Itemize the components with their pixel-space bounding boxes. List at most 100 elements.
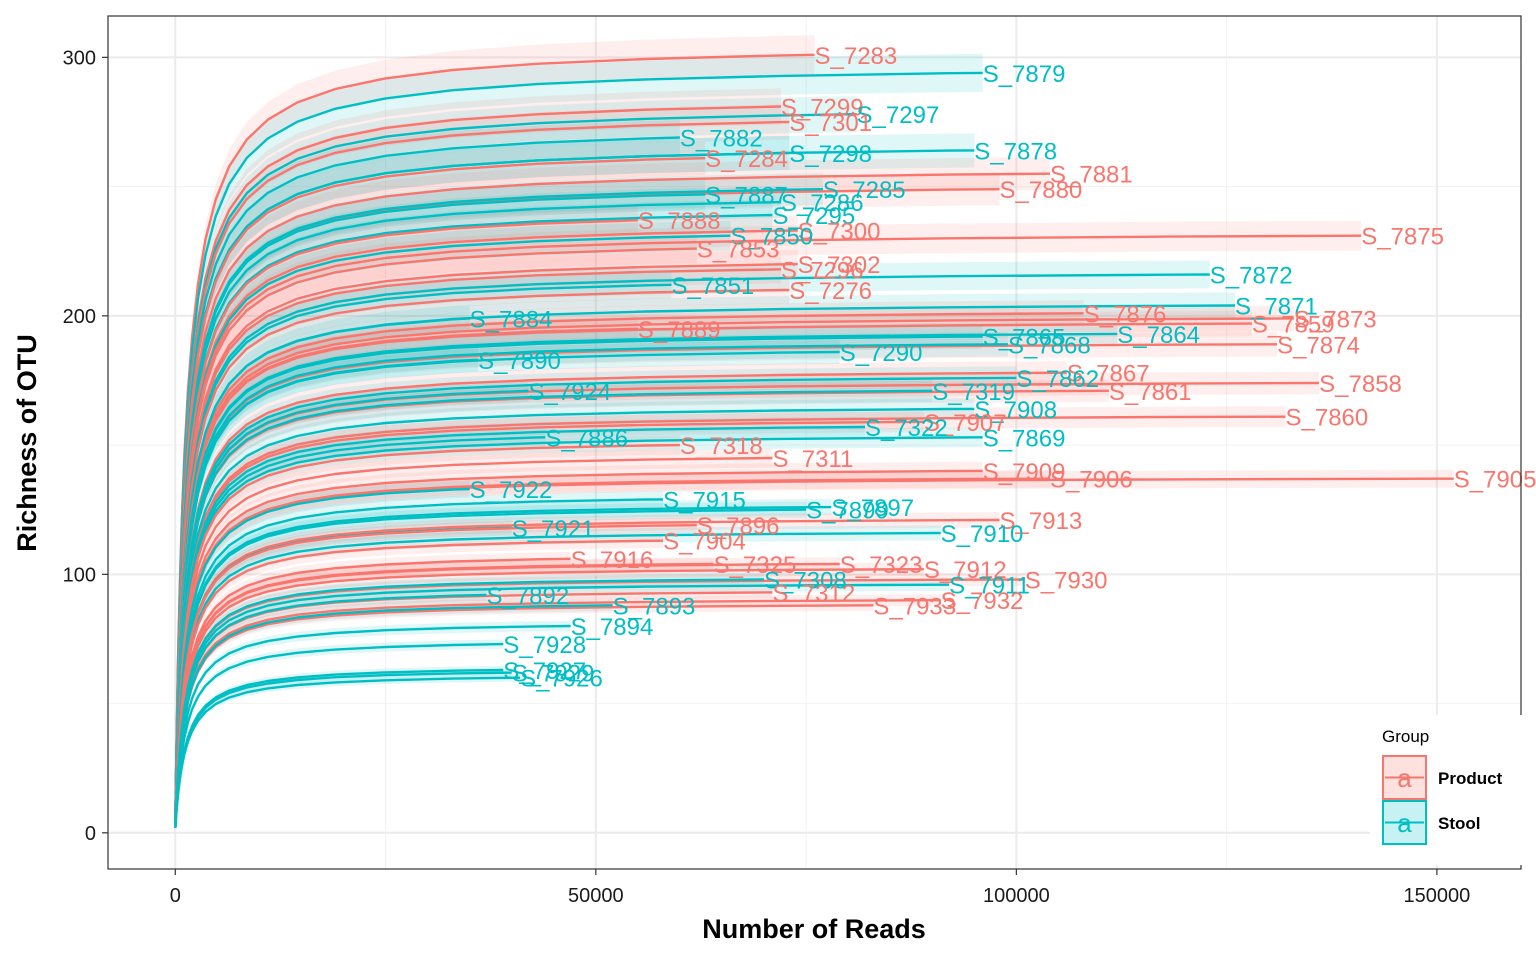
curve-label: S_7893	[613, 593, 696, 620]
curve-label: S_7932	[941, 588, 1024, 615]
legend-key-glyph: a	[1397, 808, 1412, 838]
legend-label-product: Product	[1438, 769, 1503, 788]
curve-label: S_7865	[983, 325, 1066, 352]
curve-label: S_7300	[798, 219, 881, 246]
curve-label: S_7911	[949, 573, 1030, 600]
curve-label: S_7302	[798, 252, 881, 279]
x-tick-label: 100000	[983, 885, 1050, 907]
curve-label: S_7906	[1050, 467, 1133, 494]
curve-label: S_7878	[974, 138, 1057, 165]
curve-label: S_7880	[1000, 177, 1083, 204]
x-axis: 0 50000 100000 150000	[170, 869, 1471, 907]
curve-label: S_7929	[512, 661, 595, 688]
curve-label: S_7323	[840, 552, 923, 579]
legend-title: Group	[1382, 727, 1429, 746]
curve-label: S_7926	[520, 666, 603, 693]
curve-label: S_7859	[1252, 312, 1335, 339]
curve-label: S_7298	[789, 141, 872, 168]
confidence-ribbon	[175, 321, 1118, 828]
confidence-ribbon	[175, 220, 1362, 828]
y-tick-label: 300	[63, 47, 96, 69]
legend-key-glyph: a	[1397, 763, 1412, 793]
curve-label: S_7319	[932, 379, 1015, 406]
curve-label: S_7874	[1277, 332, 1360, 359]
curve-label: S_7861	[1109, 379, 1192, 406]
rarefaction-curve	[174, 676, 521, 828]
x-tick-label: 0	[170, 885, 181, 907]
curve-label: S_7276	[789, 278, 872, 305]
curve-label: S_7924	[529, 379, 612, 406]
y-axis: 0 100 200 300	[63, 47, 108, 845]
curve-label: S_7887	[705, 182, 788, 209]
confidence-ribbon	[175, 512, 1000, 828]
confidence-ribbon	[175, 366, 1017, 828]
curve-label: S_7325	[714, 552, 797, 579]
confidence-ribbon	[175, 157, 1051, 828]
curve-label: S_7896	[697, 513, 780, 540]
confidence-ribbon	[175, 371, 1320, 828]
curve-label: S_7869	[983, 425, 1066, 452]
curve-label: S_7933	[873, 593, 956, 620]
curve-label: S_7909	[983, 459, 1066, 486]
curve-label: S_7873	[1294, 306, 1377, 333]
curve-label: S_7886	[545, 425, 628, 452]
curve-label: S_7290	[840, 340, 923, 367]
curve-label: S_7897	[831, 495, 914, 522]
curve-label: S_7876	[1084, 301, 1167, 328]
curve-label: S_7872	[1210, 262, 1293, 289]
curve-label: S_7867	[1067, 361, 1150, 388]
curve-label: S_7850	[730, 224, 813, 251]
x-tick-label: 150000	[1404, 885, 1471, 907]
confidence-ribbon	[175, 260, 1210, 828]
x-axis-title: Number of Reads	[702, 914, 926, 944]
curve-label: S_7862	[1016, 366, 1099, 393]
x-tick-label: 50000	[568, 885, 624, 907]
curve-label: S_7322	[865, 415, 948, 442]
curve-label: S_7860	[1286, 405, 1369, 432]
y-tick-label: 0	[85, 823, 96, 845]
curve-label: S_7311	[772, 446, 853, 473]
curve-label: S_7921	[512, 516, 595, 543]
curve-label: S_7297	[857, 102, 940, 129]
curve-label: S_7916	[571, 547, 654, 574]
legend-background	[1370, 715, 1530, 865]
panel-background	[108, 16, 1521, 869]
curve-label: S_7296	[781, 257, 864, 284]
curve-label: S_7858	[1319, 371, 1402, 398]
curve-label: S_7905	[1454, 467, 1536, 494]
rarefaction-curves	[174, 53, 1454, 828]
curve-label: S_7922	[470, 477, 553, 504]
curve-label: S_7908	[974, 397, 1057, 424]
curve-label: S_7308	[764, 567, 847, 594]
curve-label: S_7899	[806, 498, 889, 525]
confidence-ribbon	[175, 332, 1008, 828]
curve-label: S_7892	[486, 583, 569, 610]
curve-label: S_7285	[823, 177, 906, 204]
curve-label: S_7913	[1000, 508, 1083, 535]
y-axis-title: Richness of OTU	[12, 334, 42, 552]
curve-label: S_7915	[663, 487, 746, 514]
curve-label: S_7283	[815, 43, 898, 70]
curve-label: S_7295	[772, 203, 855, 230]
confidence-ribbon	[175, 379, 1109, 828]
curve-label: S_7890	[478, 348, 561, 375]
legend: Group a Product a Stool	[1370, 715, 1530, 865]
curve-label: S_7871	[1235, 294, 1318, 321]
plot-panel	[108, 16, 1521, 869]
panel-border	[107, 15, 1522, 870]
confidence-ribbon	[175, 573, 1025, 828]
curve-label: S_7910	[941, 521, 1024, 548]
curve-label: S_7884	[470, 306, 553, 333]
y-tick-label: 200	[63, 306, 96, 328]
curve-label: S_7904	[663, 529, 746, 556]
y-tick-label: 100	[63, 564, 96, 586]
curve-label: S_7879	[983, 61, 1066, 88]
curve-label: S_7881	[1050, 162, 1133, 189]
curve-label: S_7868	[1008, 332, 1091, 359]
confidence-ribbon	[175, 469, 1051, 828]
curve-label: S_7907	[924, 410, 1007, 437]
curve-label: S_7864	[1117, 322, 1200, 349]
curve-label: S_7894	[571, 614, 654, 641]
curve-label: S_7284	[705, 146, 788, 173]
